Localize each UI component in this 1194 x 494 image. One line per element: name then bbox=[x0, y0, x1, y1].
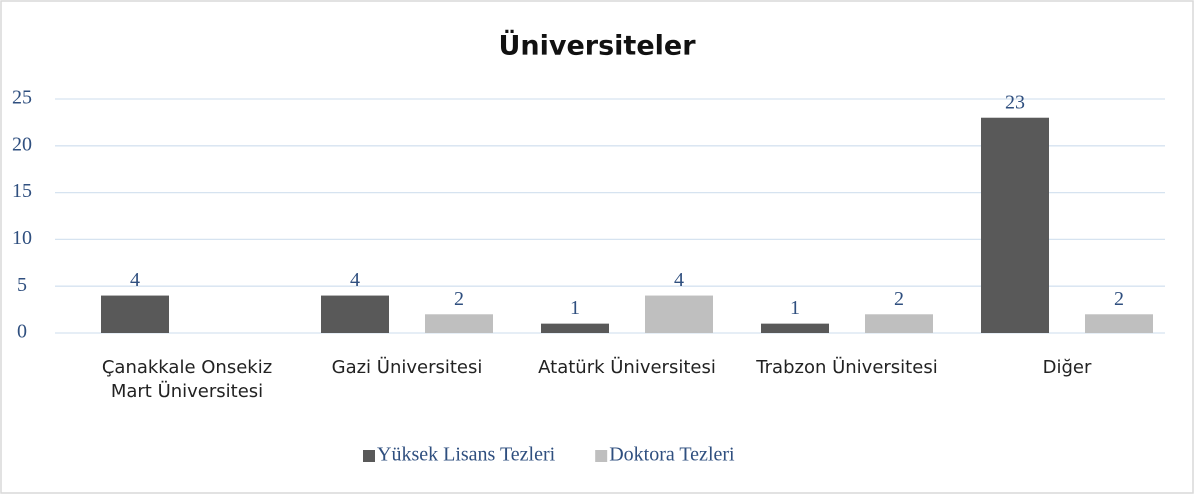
y-tick-label: 20 bbox=[12, 133, 32, 155]
y-tick-label: 0 bbox=[17, 321, 27, 343]
y-tick-label: 10 bbox=[12, 227, 32, 249]
x-tick-label: Atatürk Üniversitesi bbox=[538, 357, 716, 378]
data-label: 4 bbox=[674, 269, 684, 291]
data-label: 2 bbox=[1114, 288, 1124, 310]
data-label: 4 bbox=[130, 269, 140, 291]
bar bbox=[425, 314, 493, 333]
data-label: 1 bbox=[570, 297, 580, 319]
y-tick-label: 25 bbox=[12, 87, 32, 109]
data-label: 4 bbox=[350, 269, 360, 291]
bar bbox=[101, 295, 169, 333]
data-label: 23 bbox=[1005, 91, 1025, 113]
y-tick-label: 5 bbox=[17, 274, 27, 296]
x-tick-label: Gazi Üniversitesi bbox=[331, 357, 483, 378]
bar bbox=[645, 295, 713, 333]
bar bbox=[865, 314, 933, 333]
x-tick-label: Trabzon Üniversitesi bbox=[756, 357, 938, 378]
bar bbox=[761, 323, 829, 333]
bar bbox=[321, 295, 389, 333]
bar bbox=[981, 117, 1049, 333]
x-tick-label: Diğer bbox=[1042, 357, 1092, 378]
data-label: 2 bbox=[454, 288, 464, 310]
legend-label: Doktora Tezleri bbox=[609, 444, 735, 466]
x-tick-label: Çanakkale Onsekiz Mart Üniversitesi bbox=[101, 357, 273, 402]
legend-swatch bbox=[363, 450, 375, 462]
data-label: 2 bbox=[894, 288, 904, 310]
legend-swatch bbox=[595, 450, 608, 462]
bar bbox=[1085, 314, 1153, 333]
legend-label: Yüksek Lisans Tezleri bbox=[377, 444, 556, 466]
bar bbox=[541, 323, 609, 333]
chart-title: Üniversiteler bbox=[498, 29, 696, 62]
y-tick-label: 15 bbox=[12, 180, 32, 202]
data-label: 1 bbox=[790, 297, 800, 319]
